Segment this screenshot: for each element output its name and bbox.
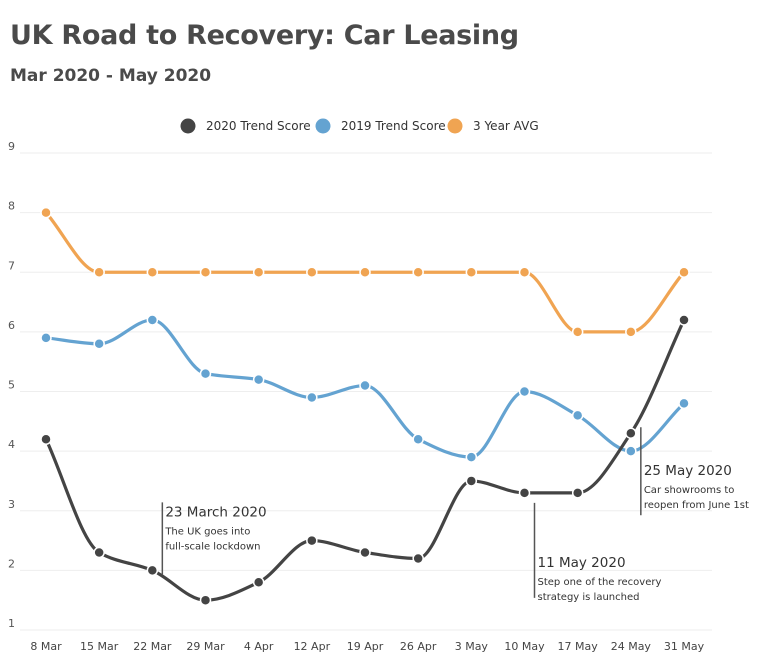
data-point bbox=[40, 433, 52, 445]
y-tick-label: 6 bbox=[8, 319, 15, 332]
series-layer bbox=[40, 206, 690, 606]
data-point bbox=[199, 266, 212, 278]
data-point bbox=[412, 552, 424, 565]
data-point bbox=[93, 546, 105, 559]
y-tick-label: 7 bbox=[8, 259, 15, 272]
data-point bbox=[518, 266, 531, 278]
data-point bbox=[678, 397, 690, 410]
legend-item: 3 Year AVG bbox=[447, 118, 539, 134]
data-point bbox=[678, 314, 690, 326]
x-tick-label: 31 May bbox=[664, 640, 705, 653]
data-point bbox=[465, 266, 478, 278]
y-axis: 1 2 3 4 5 6 7 8 9 bbox=[8, 140, 15, 630]
legend-marker bbox=[447, 118, 463, 134]
data-point bbox=[359, 266, 371, 278]
data-point bbox=[571, 487, 584, 499]
data-point bbox=[625, 445, 637, 457]
x-tick-label: 15 Mar bbox=[80, 640, 119, 653]
data-point bbox=[146, 564, 159, 577]
data-point bbox=[678, 266, 690, 278]
annotation: 23 March 2020 The UK goes into full-scale … bbox=[161, 502, 267, 575]
data-point bbox=[306, 534, 318, 547]
y-tick-label: 1 bbox=[8, 617, 15, 630]
annotation-text: Car showrooms to bbox=[644, 485, 735, 496]
data-point bbox=[40, 206, 52, 219]
data-point bbox=[306, 266, 318, 278]
annotation-text: Step one of the recovery bbox=[538, 577, 662, 588]
annotation-text: strategy is launched bbox=[538, 592, 640, 603]
annotation-title: 11 May 2020 bbox=[538, 555, 626, 571]
data-point bbox=[252, 576, 265, 589]
x-tick-label: 10 May bbox=[504, 640, 545, 653]
data-point bbox=[625, 427, 637, 439]
data-point bbox=[412, 433, 424, 445]
x-tick-label: 17 May bbox=[558, 640, 599, 653]
data-point bbox=[146, 314, 159, 326]
data-point bbox=[93, 266, 105, 278]
x-tick-label: 12 Apr bbox=[294, 640, 331, 653]
data-point bbox=[306, 391, 318, 404]
x-tick-label: 22 Mar bbox=[133, 640, 172, 653]
data-point bbox=[93, 338, 105, 350]
x-tick-label: 29 Mar bbox=[186, 640, 225, 653]
data-point bbox=[465, 451, 478, 463]
data-point bbox=[359, 546, 371, 559]
data-point bbox=[571, 409, 584, 422]
legend-label: 2020 Trend Score bbox=[206, 119, 311, 133]
legend-item: 2020 Trend Score bbox=[180, 118, 311, 134]
y-tick-label: 2 bbox=[8, 557, 15, 570]
series-3-year-avg bbox=[40, 206, 690, 338]
x-tick-label: 26 Apr bbox=[400, 640, 437, 653]
data-point bbox=[252, 373, 265, 386]
chart-title: UK Road to Recovery: Car Leasing bbox=[10, 20, 519, 51]
data-point bbox=[252, 266, 265, 278]
data-point bbox=[359, 379, 371, 392]
y-tick-label: 3 bbox=[8, 498, 15, 511]
legend-item: 2019 Trend Score bbox=[315, 118, 446, 134]
data-point bbox=[625, 326, 637, 338]
data-point bbox=[518, 487, 531, 499]
annotation-text: reopen from June 1st bbox=[644, 500, 749, 511]
x-tick-label: 8 Mar bbox=[30, 640, 62, 653]
x-tick-label: 24 May bbox=[611, 640, 652, 653]
legend: 2020 Trend Score 2019 Trend Score 3 Year A… bbox=[180, 118, 539, 134]
data-point bbox=[412, 266, 424, 278]
legend-marker bbox=[180, 118, 196, 134]
annotation: 25 May 2020 Car showrooms to reopen from J… bbox=[640, 427, 749, 516]
data-point bbox=[40, 332, 52, 344]
legend-marker bbox=[315, 118, 331, 134]
data-point bbox=[571, 326, 584, 338]
annotation-text: The UK goes into bbox=[164, 526, 250, 537]
data-point bbox=[199, 594, 212, 606]
data-point bbox=[518, 385, 531, 398]
annotation: 11 May 2020 Step one of the recovery strat… bbox=[533, 502, 662, 603]
annotation-title: 25 May 2020 bbox=[644, 463, 732, 479]
chart-subtitle: Mar 2020 - May 2020 bbox=[10, 66, 212, 86]
series-2019-trend-score bbox=[40, 314, 690, 463]
annotation-title: 23 March 2020 bbox=[165, 504, 266, 520]
x-axis: 8 Mar 15 Mar 22 Mar 29 Mar 4 Apr 12 Apr 19 Apr… bbox=[30, 640, 704, 653]
x-tick-label: 4 Apr bbox=[244, 640, 274, 653]
y-tick-label: 4 bbox=[8, 438, 15, 451]
x-tick-label: 19 Apr bbox=[347, 640, 384, 653]
annotation-layer: 23 March 2020 The UK goes into full-scale … bbox=[161, 427, 749, 603]
x-tick-label: 3 May bbox=[455, 640, 489, 653]
legend-label: 3 Year AVG bbox=[473, 119, 539, 133]
y-tick-label: 5 bbox=[8, 379, 15, 392]
series-2020-trend-score bbox=[40, 314, 690, 606]
data-point bbox=[199, 367, 212, 380]
legend-label: 2019 Trend Score bbox=[341, 119, 446, 133]
y-tick-label: 9 bbox=[8, 140, 15, 153]
data-point bbox=[465, 475, 478, 487]
annotation-text: full-scale lockdown bbox=[165, 541, 260, 552]
data-point bbox=[146, 266, 159, 278]
y-tick-label: 8 bbox=[8, 200, 15, 213]
